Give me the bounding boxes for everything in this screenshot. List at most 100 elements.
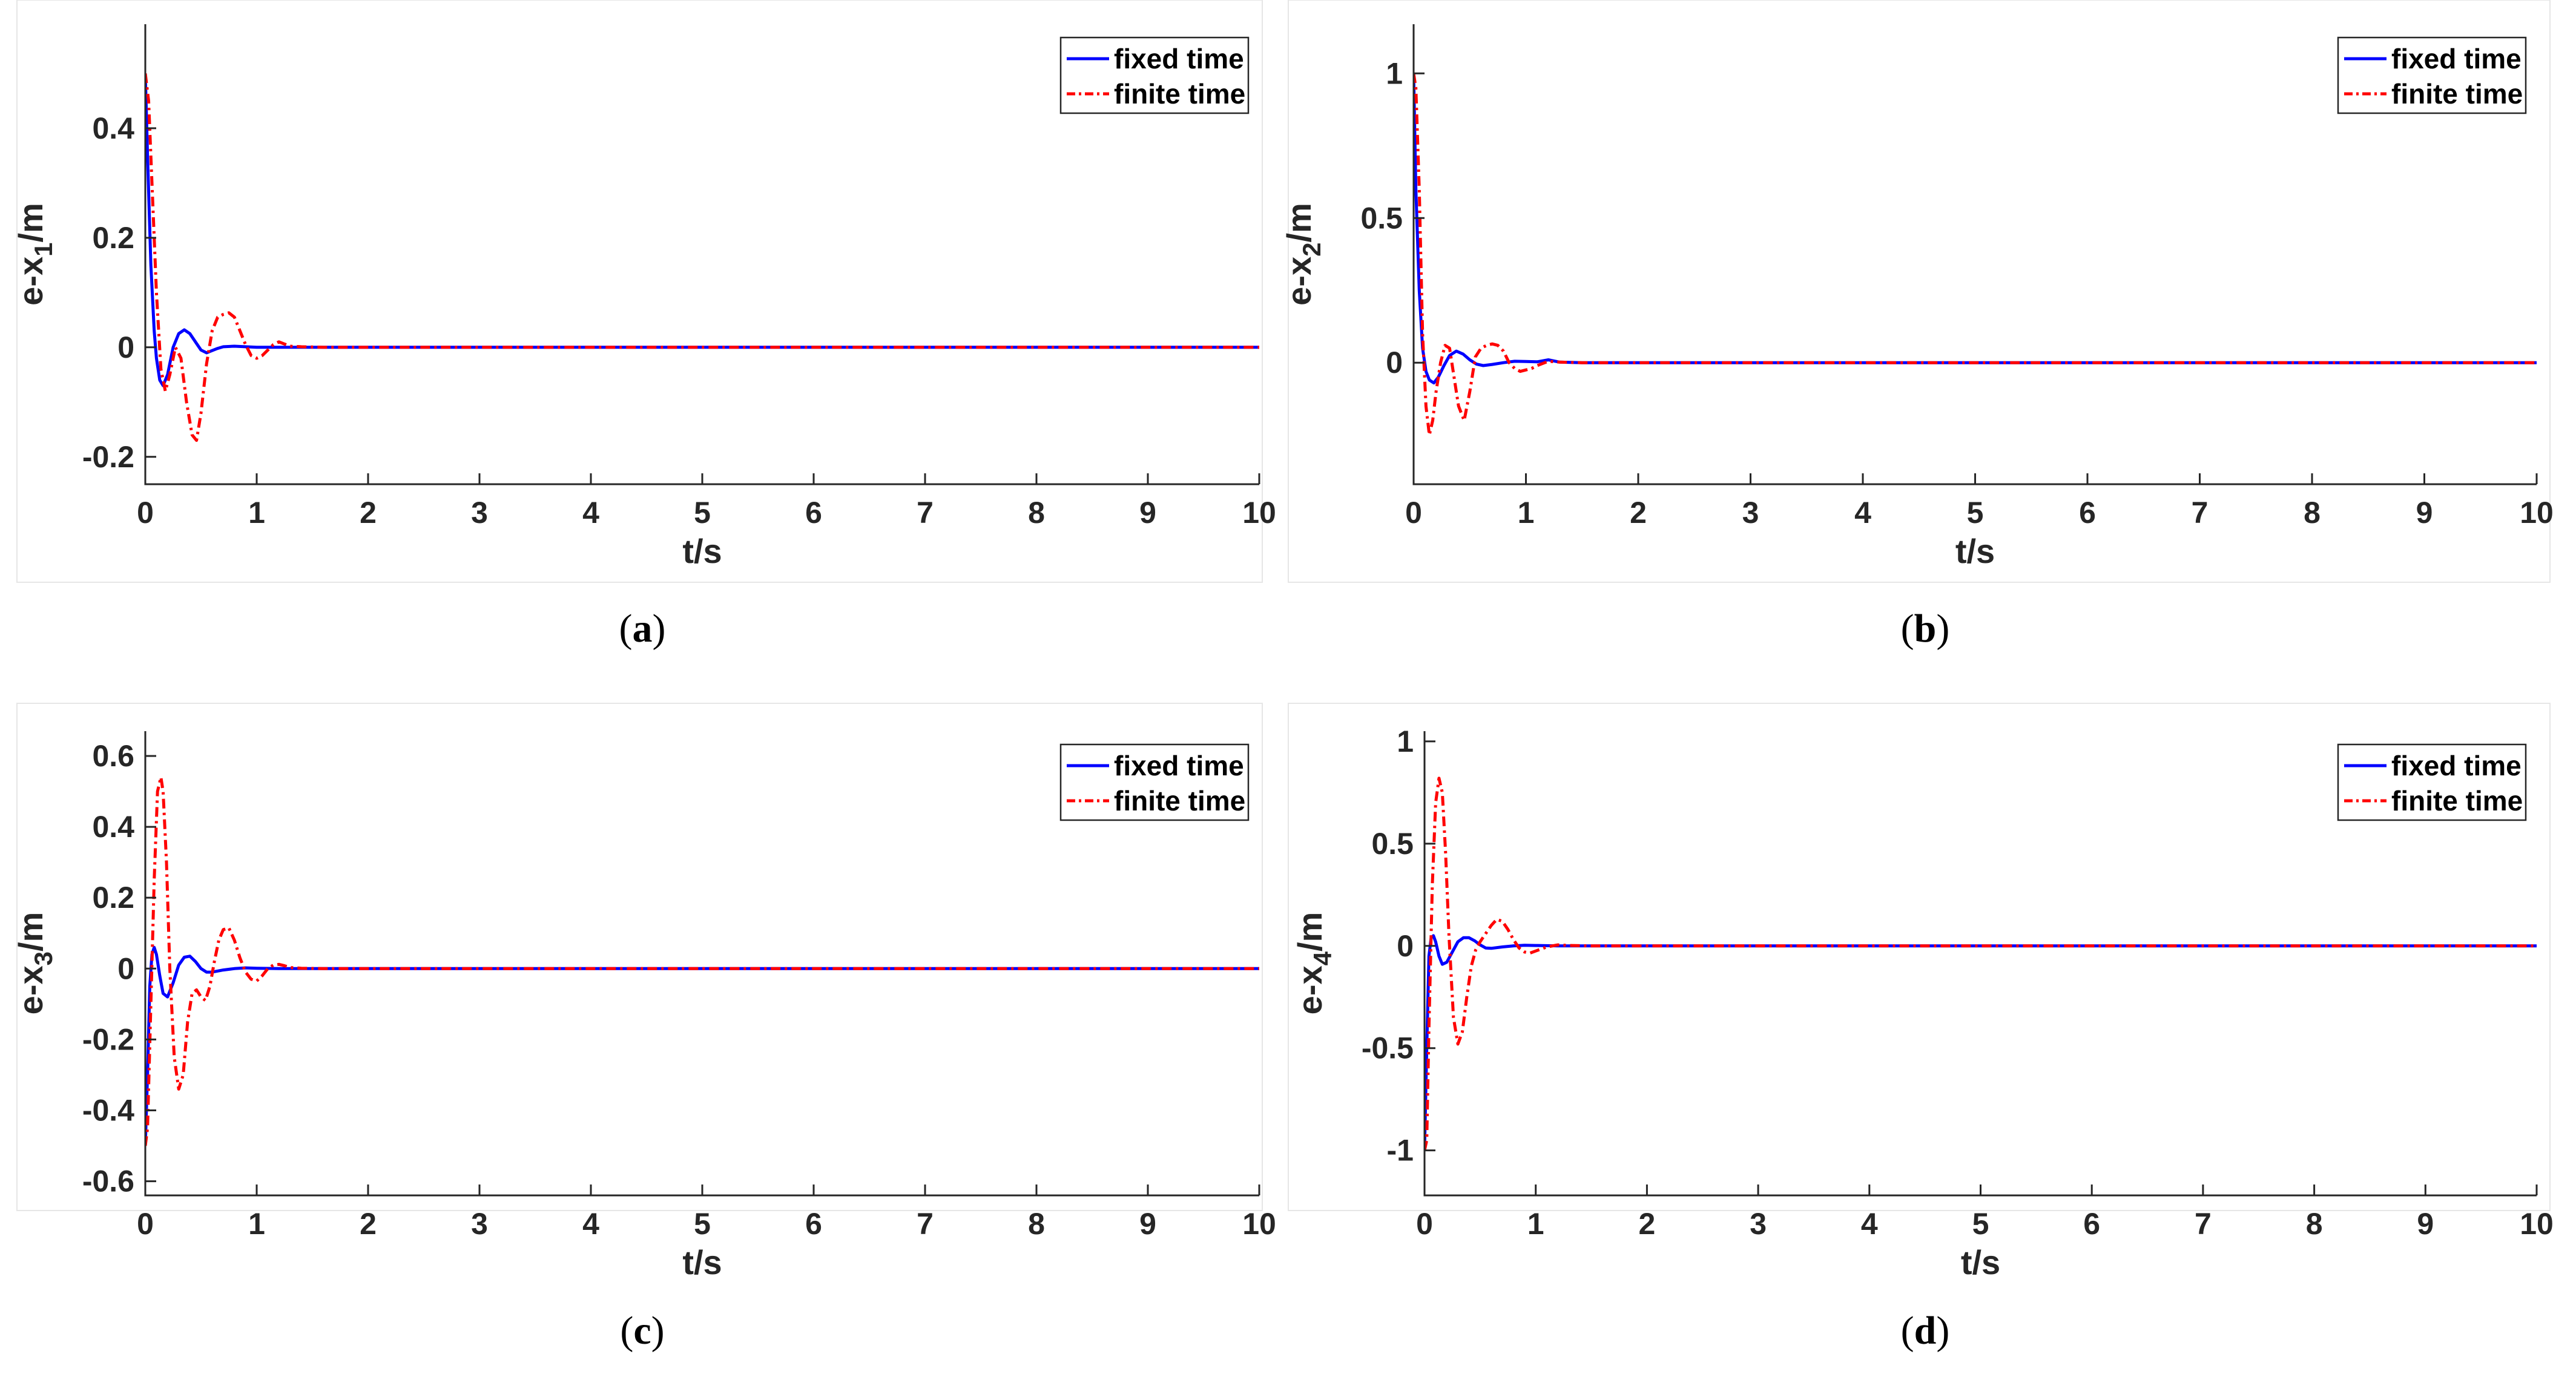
y-tick-label: -0.4 bbox=[82, 1093, 134, 1127]
y-tick-label: 0 bbox=[1397, 929, 1414, 963]
y-tick-label: -0.5 bbox=[1362, 1031, 1414, 1065]
x-tick-label: 1 bbox=[248, 1207, 265, 1241]
y-axis-title: e-x2/m bbox=[1280, 203, 1326, 306]
x-axis-title: t/s bbox=[682, 532, 722, 570]
legend-label: fixed time bbox=[2391, 750, 2522, 781]
x-tick-label: 2 bbox=[360, 1207, 377, 1241]
caption-paren: ( bbox=[620, 1309, 633, 1353]
legend-label: finite time bbox=[2391, 785, 2523, 816]
series-line-finite-time bbox=[1414, 73, 2537, 437]
caption-paren: ( bbox=[1901, 1309, 1914, 1353]
legend-box bbox=[2337, 743, 2527, 821]
caption-paren: ) bbox=[1936, 606, 1949, 651]
x-tick-label: 6 bbox=[805, 1207, 822, 1241]
y-axis-title-base: e-x bbox=[1291, 965, 1329, 1014]
panel-frame bbox=[1288, 0, 2551, 583]
x-axis-title: t/s bbox=[1955, 532, 1995, 570]
y-tick-label: 0.6 bbox=[92, 739, 134, 773]
x-axis-title: t/s bbox=[682, 1243, 722, 1281]
panel-frame bbox=[16, 0, 1263, 583]
legend: fixed time finite time bbox=[2337, 36, 2527, 114]
y-tick-label: 0 bbox=[117, 330, 134, 364]
legend-label: finite time bbox=[2391, 78, 2523, 110]
legend-box bbox=[2337, 36, 2527, 114]
x-tick-label: 1 bbox=[1527, 1207, 1544, 1241]
legend-box bbox=[1059, 743, 1250, 821]
panel-caption: (b) bbox=[1901, 606, 1950, 651]
x-tick-label: 0 bbox=[1416, 1207, 1433, 1241]
x-tick-label: 5 bbox=[694, 1207, 711, 1241]
x-tick-label: 7 bbox=[2195, 1207, 2212, 1241]
y-axis-title-unit: /m bbox=[1291, 912, 1329, 951]
series-line-fixed-time bbox=[1414, 73, 2537, 385]
legend-box bbox=[1059, 36, 1250, 114]
legend: fixed time finite time bbox=[1059, 743, 1250, 821]
x-tick-label: 10 bbox=[1242, 1207, 1276, 1241]
caption-paren: ( bbox=[1901, 606, 1914, 651]
x-tick-label: 9 bbox=[2416, 496, 2433, 530]
caption-letter: a bbox=[633, 606, 653, 651]
y-axis-title-subscript: 4 bbox=[1308, 951, 1337, 965]
y-axis-title-unit: /m bbox=[12, 912, 50, 951]
caption-paren: ( bbox=[619, 606, 633, 651]
panel-frame bbox=[1288, 703, 2551, 1211]
series-group bbox=[1425, 777, 2537, 1151]
panel-caption: (d) bbox=[1901, 1309, 1950, 1353]
series-line-fixed-time bbox=[145, 73, 1259, 387]
y-tick-label: 1 bbox=[1386, 56, 1403, 90]
legend-label: finite time bbox=[1114, 785, 1245, 816]
y-axis-title-subscript: 2 bbox=[1297, 243, 1326, 257]
x-tick-label: 9 bbox=[2417, 1207, 2434, 1241]
y-tick-label: -0.2 bbox=[82, 1022, 134, 1056]
x-tick-label: 1 bbox=[248, 496, 265, 530]
legend-label: finite time bbox=[1114, 78, 1245, 110]
x-tick-label: 0 bbox=[137, 1207, 154, 1241]
y-tick-label: -0.6 bbox=[82, 1165, 134, 1198]
x-tick-label: 8 bbox=[1028, 1207, 1045, 1241]
x-tick-label: 5 bbox=[694, 496, 711, 530]
series-line-fixed-time bbox=[1425, 934, 2537, 1151]
legend-label: fixed time bbox=[1114, 750, 1244, 781]
series-group bbox=[1414, 73, 2537, 437]
x-tick-label: 9 bbox=[1139, 1207, 1156, 1241]
y-tick-label: 0.4 bbox=[92, 111, 134, 145]
series-line-finite-time bbox=[1425, 777, 2537, 1151]
y-axis-title-base: e-x bbox=[12, 257, 50, 306]
y-tick-label: 0.5 bbox=[1360, 201, 1403, 235]
y-tick-label: 0.5 bbox=[1371, 827, 1414, 861]
x-tick-label: 8 bbox=[2306, 1207, 2323, 1241]
x-tick-label: 0 bbox=[137, 496, 154, 530]
legend: fixed time finite time bbox=[2337, 743, 2527, 821]
y-axis-title: e-x4/m bbox=[1291, 912, 1337, 1015]
x-tick-label: 3 bbox=[1742, 496, 1759, 530]
x-tick-label: 10 bbox=[2520, 496, 2554, 530]
x-tick-label: 4 bbox=[582, 1207, 599, 1241]
x-axis-title: t/s bbox=[1961, 1243, 2000, 1281]
x-tick-label: 6 bbox=[2079, 496, 2096, 530]
y-axis-title-base: e-x bbox=[1280, 257, 1318, 306]
chart-panel: 0 1 2 3 4 5 6 7 8 9 10 -0.6 -0.4 -0.2 0 0.2 0.4 0.6 t/s e-x… bbox=[12, 703, 1276, 1353]
series-group bbox=[145, 775, 1259, 1146]
y-axis-title-subscript: 1 bbox=[29, 243, 58, 257]
x-tick-label: 3 bbox=[471, 1207, 488, 1241]
x-tick-label: 7 bbox=[917, 1207, 934, 1241]
series-line-finite-time bbox=[145, 775, 1259, 1146]
panel-frame bbox=[16, 703, 1263, 1211]
x-tick-label: 3 bbox=[1750, 1207, 1767, 1241]
x-tick-label: 2 bbox=[1638, 1207, 1655, 1241]
x-tick-label: 7 bbox=[917, 496, 934, 530]
caption-paren: ) bbox=[1936, 1309, 1949, 1353]
caption-letter: b bbox=[1914, 606, 1937, 651]
x-tick-label: 8 bbox=[2304, 496, 2321, 530]
y-tick-label: 1 bbox=[1397, 724, 1414, 758]
x-tick-label: 4 bbox=[1861, 1207, 1878, 1241]
x-tick-label: 10 bbox=[1242, 496, 1276, 530]
x-tick-label: 10 bbox=[2520, 1207, 2554, 1241]
series-line-finite-time bbox=[145, 73, 1259, 442]
x-tick-label: 2 bbox=[360, 496, 377, 530]
series-group bbox=[145, 73, 1259, 442]
x-tick-label: 1 bbox=[1518, 496, 1535, 530]
